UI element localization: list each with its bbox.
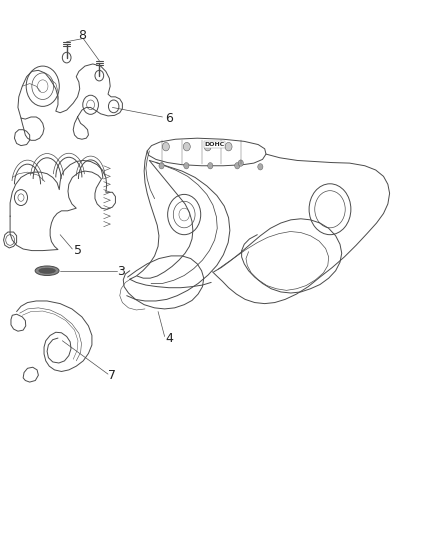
Text: 7: 7: [108, 369, 117, 382]
Circle shape: [159, 163, 164, 169]
Circle shape: [184, 142, 190, 151]
Circle shape: [208, 163, 213, 169]
Circle shape: [235, 163, 240, 169]
Circle shape: [258, 164, 263, 170]
Circle shape: [162, 142, 170, 151]
Text: 8: 8: [78, 29, 86, 42]
Circle shape: [204, 142, 211, 151]
Circle shape: [225, 142, 232, 151]
Text: 4: 4: [165, 332, 173, 344]
Circle shape: [184, 163, 189, 169]
Text: 3: 3: [117, 265, 125, 278]
Text: 5: 5: [74, 244, 81, 257]
Circle shape: [238, 160, 244, 166]
Ellipse shape: [39, 268, 55, 273]
Text: 6: 6: [165, 111, 173, 125]
Ellipse shape: [35, 266, 59, 276]
Text: DOHC: DOHC: [205, 142, 225, 147]
